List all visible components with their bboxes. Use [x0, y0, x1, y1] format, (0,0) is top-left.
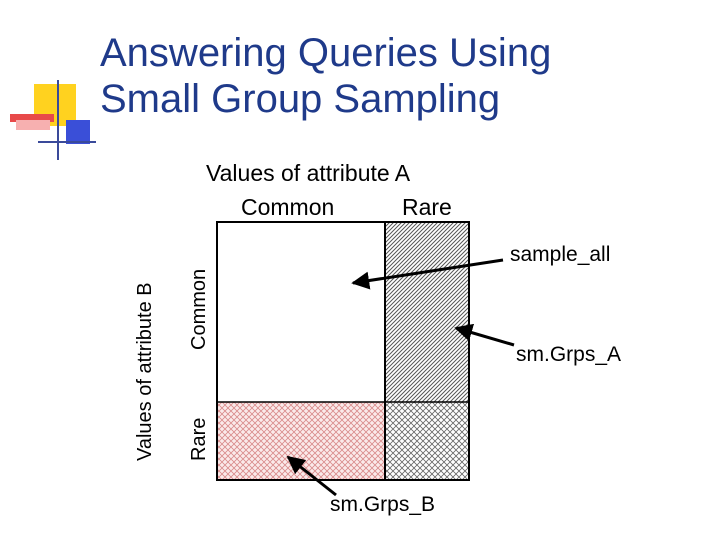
arrow-smgrps-b: [286, 455, 337, 497]
slide-title: Answering Queries Using Small Group Samp…: [100, 30, 700, 122]
decorative-squares-icon: [10, 80, 96, 160]
title-line-2: Small Group Sampling: [100, 77, 501, 121]
label-smgrps-a: sm.Grps_A: [516, 343, 622, 366]
decorative-corner-graphic: [0, 80, 100, 170]
column-label-rare: Rare: [402, 194, 452, 220]
label-sample-all: sample_all: [510, 243, 611, 266]
arrow-sample-all: [351, 258, 504, 290]
title-line-1: Answering Queries Using: [100, 31, 552, 75]
cell-rare-column-common-row: [385, 222, 469, 402]
cell-rare-rare: [385, 402, 469, 480]
diagram-frame: [216, 221, 470, 481]
arrow-smgrps-a: [454, 323, 515, 347]
label-smgrps-b: sm.Grps_B: [330, 493, 436, 516]
cell-common-common: [217, 222, 385, 402]
axis-label-attribute-a: Values of attribute A: [206, 160, 411, 186]
column-label-common: Common: [241, 194, 335, 220]
